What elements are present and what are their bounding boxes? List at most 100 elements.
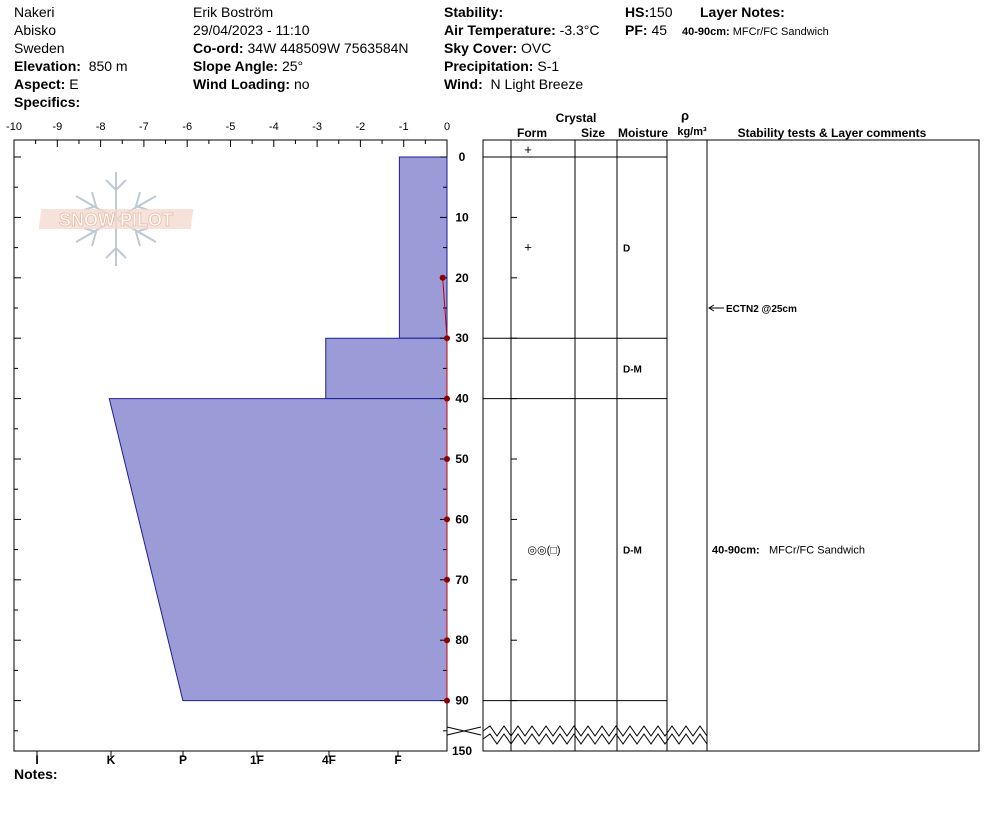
test-arrow-head [708, 304, 715, 312]
elevation-value: 850 m [88, 58, 128, 74]
pf-label: PF: [625, 22, 648, 38]
observer-name: Erik Boström [193, 4, 274, 20]
country-name: Sweden [14, 40, 65, 56]
pf-field: PF: 45 [625, 21, 667, 39]
temp-tick-label: -10 [6, 121, 22, 133]
notes-label: Notes: [14, 766, 58, 782]
wind-loading-field: Wind Loading: no [193, 75, 310, 93]
depth-tick-label: 150 [452, 744, 472, 758]
sky-label: Sky Cover: [444, 40, 518, 56]
temperature-point [444, 516, 450, 523]
precip-label: Precipitation: [444, 58, 534, 74]
depth-tick-label: 40 [455, 392, 469, 406]
specifics-label: Specifics: [14, 94, 81, 110]
hardness-layer [108, 398, 448, 702]
depth-tick-label: 20 [455, 271, 469, 285]
precip-field: Precipitation: S-1 [444, 57, 559, 75]
air-temp-label: Air Temperature: [444, 22, 556, 38]
hardness-tick-label: I [35, 753, 38, 767]
sky-field: Sky Cover: OVC [444, 39, 551, 57]
layer-form: ◎◎(□) [527, 545, 560, 557]
depth-tick-label: 30 [455, 331, 469, 345]
density-unit-header: kg/m³ [677, 126, 707, 138]
slope-label: Slope Angle: [193, 58, 279, 74]
observation-datetime: 29/04/2023 - 11:10 [193, 22, 310, 38]
comment-text: MFCr/FC Sandwich [769, 545, 865, 557]
temp-tick-label: 0 [444, 121, 450, 133]
hardness-layer [325, 337, 448, 400]
table-frame [482, 139, 980, 752]
layer-notes-field: Layer Notes: [700, 3, 785, 21]
hardness-tick-label: F [394, 753, 401, 767]
temperature-point [444, 395, 450, 402]
precip-value: S-1 [537, 58, 560, 74]
slope-field: Slope Angle: 25° [193, 57, 303, 75]
layer-notes-label: Layer Notes: [700, 4, 785, 20]
wind-value: N Light Breeze [490, 76, 584, 92]
moisture-header: Moisture [618, 126, 668, 140]
temperature-point [444, 335, 450, 342]
aspect-field: Aspect: E [14, 75, 79, 93]
hs-value: 150 [649, 4, 673, 20]
comment-depth: 40-90cm: [712, 545, 760, 557]
elevation-label: Elevation: [14, 58, 81, 74]
layer-moisture: D [623, 244, 630, 255]
crystal-header: Crystal [556, 111, 597, 125]
wind-label: Wind: [444, 76, 483, 92]
stability-field: Stability: [444, 3, 503, 21]
hardness-tick-label: 1F [250, 753, 264, 767]
temp-tick-label: -8 [96, 121, 106, 133]
depth-tick-label: 70 [455, 573, 469, 587]
wind-loading-value: no [293, 76, 310, 92]
temperature-point [444, 637, 450, 644]
specifics-field: Specifics: [14, 93, 80, 111]
wind-field: Wind: N Light Breeze [444, 75, 583, 93]
depth-break-line [482, 725, 708, 737]
slope-value: 25° [281, 58, 304, 74]
layer-moisture: D-M [623, 364, 642, 375]
form-header: Form [517, 126, 547, 140]
size-header: Size [581, 126, 605, 140]
layer-moisture: D-M [623, 546, 642, 557]
temp-tick-label: -3 [312, 121, 322, 133]
temperature-line [442, 277, 448, 701]
wind-loading-label: Wind Loading: [193, 76, 291, 92]
depth-break-connector [446, 726, 482, 736]
hs-field: HS:150 [625, 3, 672, 21]
temperature-point [444, 697, 450, 704]
depth-tick-label: 60 [455, 512, 469, 526]
layer-note-entry: 40-90cm: MFCr/FC Sandwich [682, 23, 829, 41]
notes-field: Notes: [14, 765, 58, 783]
pf-value: 45 [651, 22, 668, 38]
area-name: Abisko [14, 22, 57, 38]
depth-tick-label: 0 [459, 150, 466, 164]
temp-tick-label: -9 [52, 121, 62, 133]
depth-tick-label: 10 [455, 210, 469, 224]
temp-tick-label: -6 [182, 121, 192, 133]
sky-value: OVC [521, 40, 552, 56]
temp-tick-label: -2 [356, 121, 366, 133]
rho-header: ρ [681, 108, 689, 123]
hs-label: HS: [625, 4, 650, 20]
location-name: Nakeri [14, 4, 55, 20]
depth-tick-label: 80 [455, 633, 469, 647]
temperature-point [444, 576, 450, 583]
aspect-value: E [69, 76, 79, 92]
temp-tick-label: -4 [269, 121, 279, 133]
depth-break-line [482, 733, 708, 745]
temp-tick-label: -5 [226, 121, 236, 133]
coord-field: Co-ord: 34W 448509W 7563584N [193, 39, 409, 57]
hardness-tick-label: P [179, 753, 187, 767]
depth-tick-label: 90 [455, 694, 469, 708]
depth-tick-label: 50 [455, 452, 469, 466]
hardness-layer [398, 156, 448, 339]
stability-test-label: ECTN2 @25cm [726, 304, 797, 315]
coord-value: 34W 448509W 7563584N [247, 40, 409, 56]
aspect-label: Aspect: [14, 76, 66, 92]
surface-form-symbol: + [524, 142, 532, 157]
air-temp-field: Air Temperature: -3.3°C [444, 21, 600, 39]
temperature-point [439, 274, 446, 281]
temperature-point [444, 456, 450, 462]
layer-note-depth: 40-90cm: [682, 26, 730, 38]
